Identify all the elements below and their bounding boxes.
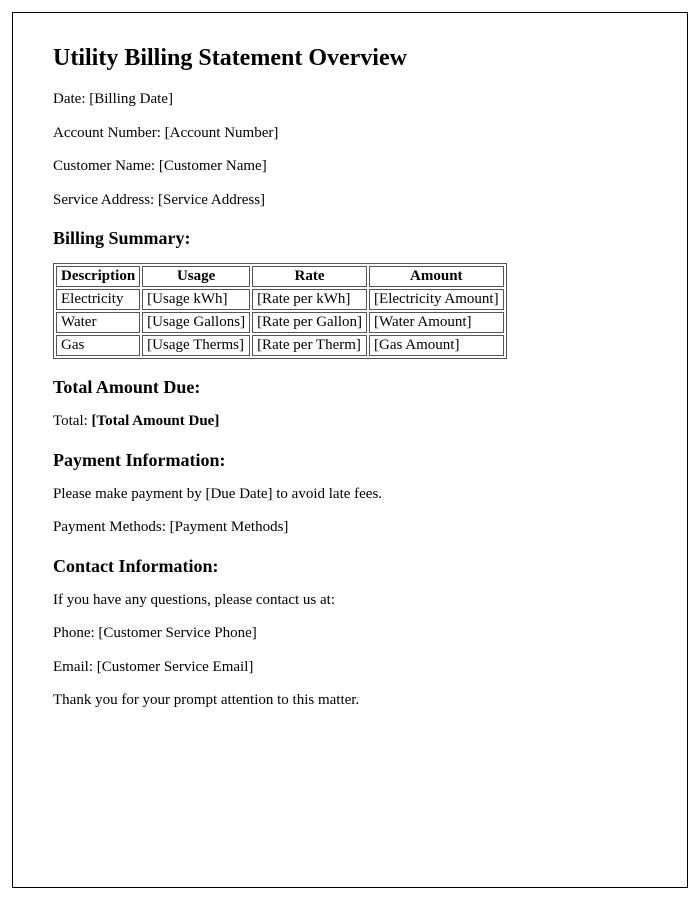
payment-methods-label: Payment Methods: [53,519,170,535]
address-label: Service Address: [53,192,158,208]
cell-description: Electricity [56,289,140,310]
phone-value: [Customer Service Phone] [98,625,256,641]
contact-intro: If you have any questions, please contac… [53,591,647,611]
date-value: [Billing Date] [89,91,173,107]
payment-heading: Payment Information: [53,450,647,471]
billing-table: Description Usage Rate Amount Electricit… [53,263,507,359]
email-value: [Customer Service Email] [97,659,254,675]
account-line: Account Number: [Account Number] [53,124,647,144]
table-row: Water [Usage Gallons] [Rate per Gallon] … [56,312,504,333]
cell-rate: [Rate per kWh] [252,289,367,310]
payment-due-line: Please make payment by [Due Date] to avo… [53,485,647,505]
address-line: Service Address: [Service Address] [53,191,647,211]
customer-value: [Customer Name] [159,158,267,174]
cell-rate: [Rate per Therm] [252,335,367,356]
customer-label: Customer Name: [53,158,159,174]
cell-description: Gas [56,335,140,356]
total-label: Total: [53,413,92,429]
payment-suffix: to avoid late fees. [273,486,383,502]
payment-prefix: Please make payment by [53,486,205,502]
phone-label: Phone: [53,625,98,641]
col-usage: Usage [142,266,250,287]
date-label: Date: [53,91,89,107]
account-label: Account Number: [53,125,165,141]
cell-description: Water [56,312,140,333]
payment-methods-line: Payment Methods: [Payment Methods] [53,518,647,538]
contact-phone-line: Phone: [Customer Service Phone] [53,624,647,644]
contact-heading: Contact Information: [53,556,647,577]
table-header-row: Description Usage Rate Amount [56,266,504,287]
total-heading: Total Amount Due: [53,377,647,398]
col-rate: Rate [252,266,367,287]
address-value: [Service Address] [158,192,265,208]
contact-email-line: Email: [Customer Service Email] [53,658,647,678]
payment-due-date: [Due Date] [205,486,272,502]
page-title: Utility Billing Statement Overview [53,45,647,72]
cell-amount: [Water Amount] [369,312,504,333]
cell-usage: [Usage kWh] [142,289,250,310]
cell-rate: [Rate per Gallon] [252,312,367,333]
col-amount: Amount [369,266,504,287]
closing-line: Thank you for your prompt attention to t… [53,691,647,711]
billing-summary-heading: Billing Summary: [53,228,647,249]
customer-line: Customer Name: [Customer Name] [53,157,647,177]
payment-methods-value: [Payment Methods] [170,519,289,535]
cell-usage: [Usage Therms] [142,335,250,356]
table-row: Electricity [Usage kWh] [Rate per kWh] [… [56,289,504,310]
date-line: Date: [Billing Date] [53,90,647,110]
cell-amount: [Gas Amount] [369,335,504,356]
cell-amount: [Electricity Amount] [369,289,504,310]
cell-usage: [Usage Gallons] [142,312,250,333]
total-value: [Total Amount Due] [92,413,220,429]
col-description: Description [56,266,140,287]
email-label: Email: [53,659,97,675]
table-row: Gas [Usage Therms] [Rate per Therm] [Gas… [56,335,504,356]
total-line: Total: [Total Amount Due] [53,412,647,432]
account-value: [Account Number] [165,125,279,141]
document-container: Utility Billing Statement Overview Date:… [12,12,688,888]
